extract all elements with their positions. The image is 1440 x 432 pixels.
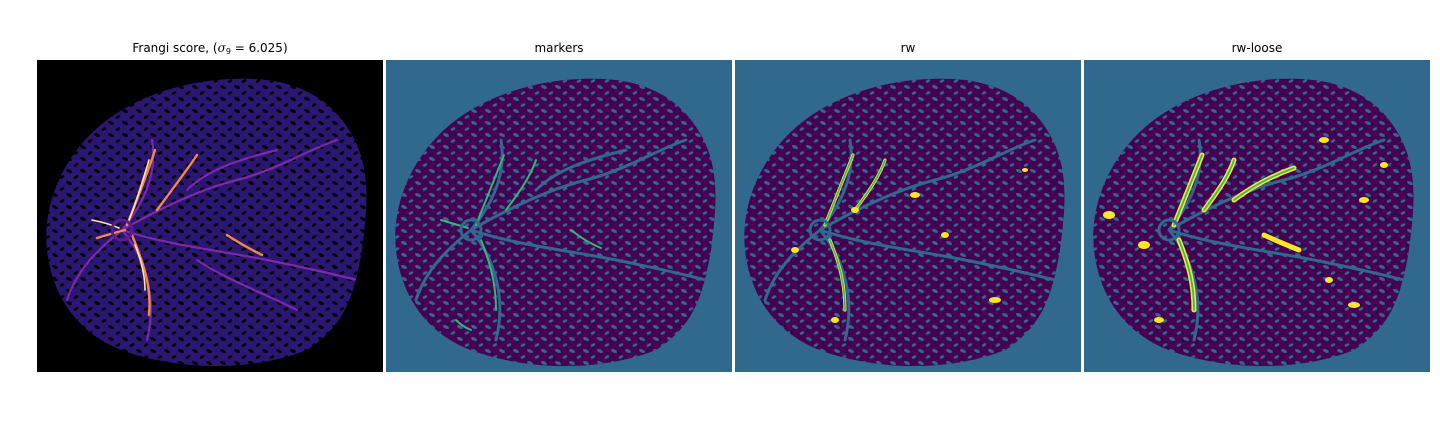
frangi-image [37, 60, 383, 372]
markers-image [386, 60, 732, 372]
rw-loose-image [1084, 60, 1430, 372]
sigma-subscript: 9 [225, 47, 231, 56]
sigma-symbol: σ [217, 41, 226, 55]
title-rw-loose: rw-loose [1231, 41, 1283, 55]
rw-image [735, 60, 1081, 372]
title-rw: rw [900, 41, 916, 55]
title-frangi: Frangi score, (σ9 = 6.025) [132, 41, 288, 56]
title-markers: markers [534, 41, 584, 55]
